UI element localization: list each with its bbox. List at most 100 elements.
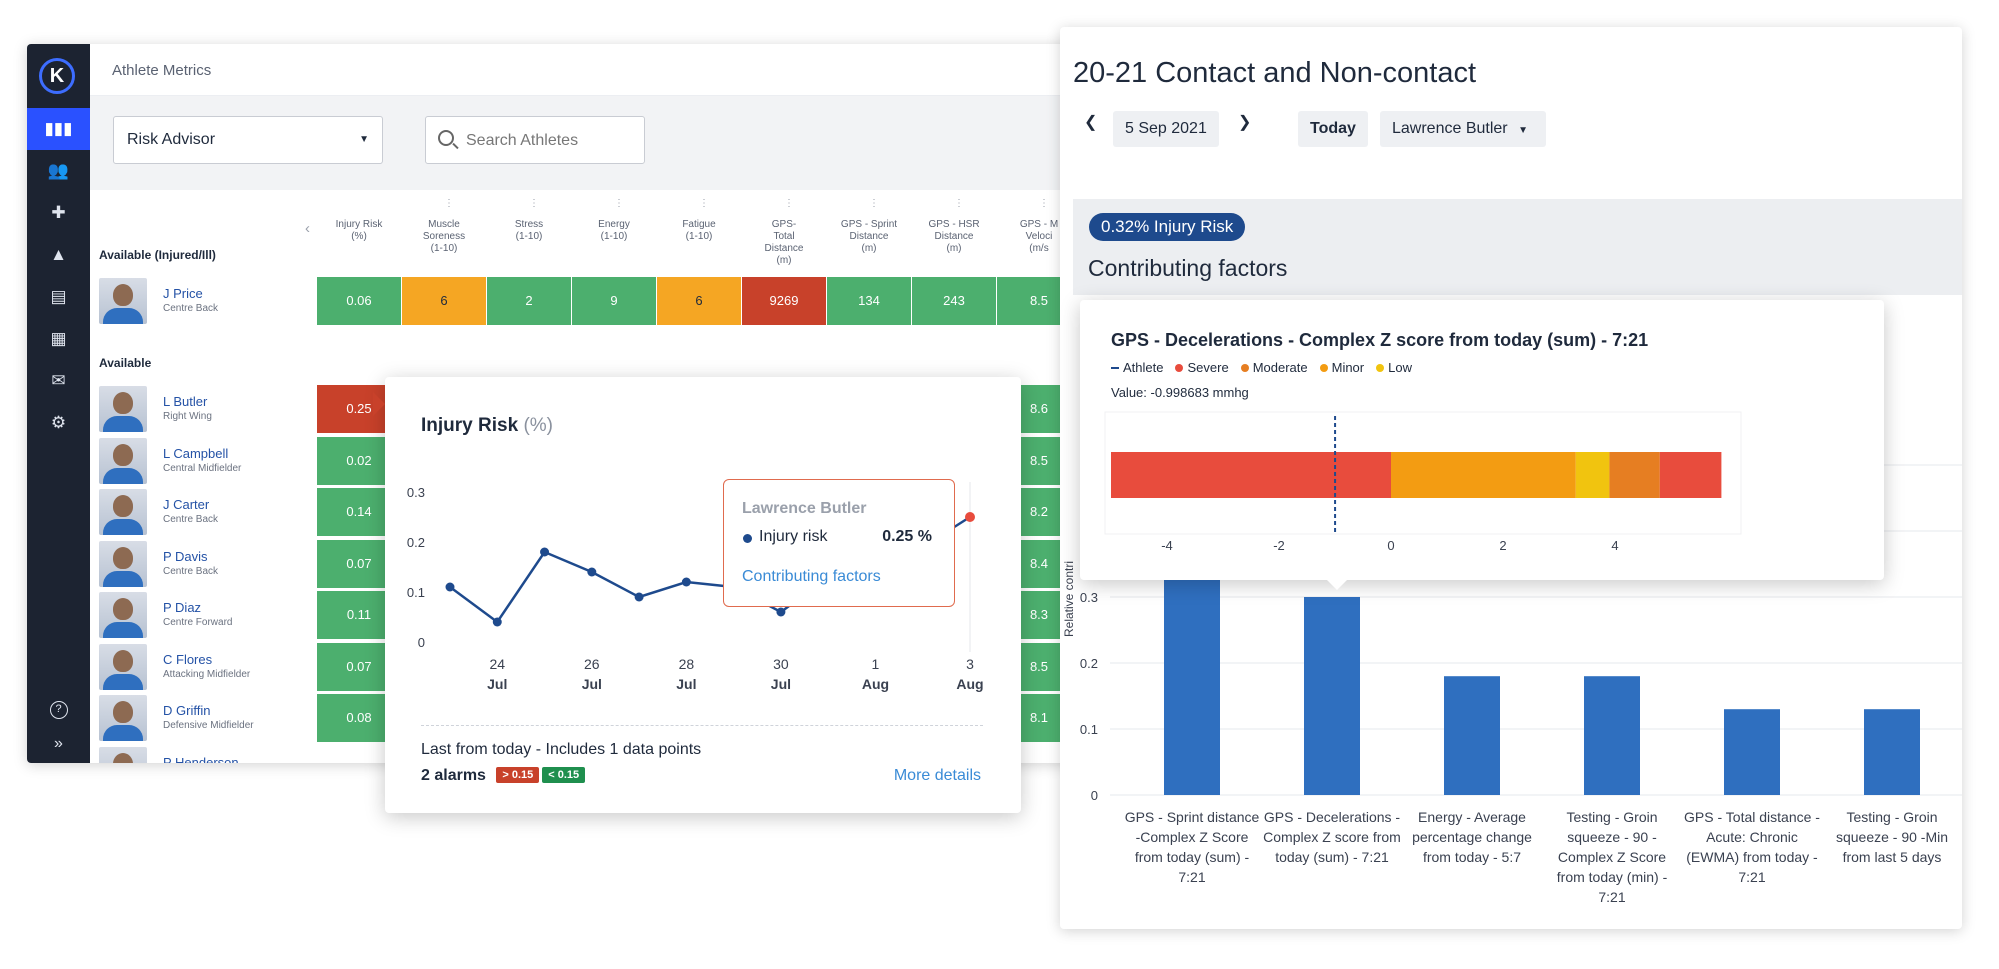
column-menu-icon[interactable]: ⋮: [614, 198, 624, 209]
collapse-nav-icon[interactable]: »: [54, 735, 63, 752]
athletes-icon[interactable]: 👥: [47, 161, 70, 180]
next-date-icon[interactable]: ❯: [1238, 114, 1252, 131]
athlete-info[interactable]: P Henderson: [99, 745, 344, 764]
column-header[interactable]: GPS - Sprint Distance (m): [827, 219, 911, 255]
section-injured-label: Available (Injured/Ill): [99, 248, 216, 262]
metric-cell[interactable]: 6: [402, 277, 486, 325]
athlete-name[interactable]: J Carter: [163, 497, 210, 512]
avatar-jersey: [103, 308, 143, 324]
athlete-info[interactable]: J Price Centre Back: [99, 276, 344, 326]
popover-pointer: [1325, 578, 1349, 590]
x-tick-month: Jul: [582, 676, 602, 692]
column-menu-icon[interactable]: ⋮: [444, 198, 454, 209]
metric-cell[interactable]: 0.06: [317, 277, 401, 325]
avatar: [99, 386, 147, 432]
metric-cell[interactable]: 9: [572, 277, 656, 325]
column-menu-icon[interactable]: ⋮: [784, 198, 794, 209]
athlete-info[interactable]: P Davis Centre Back: [99, 539, 344, 589]
athlete-name[interactable]: J Price: [163, 286, 203, 301]
metric-cell[interactable]: 243: [912, 277, 996, 325]
column-header[interactable]: Muscle Soreness (1-10): [402, 219, 486, 255]
column-menu-icon[interactable]: ⋮: [954, 198, 964, 209]
column-header[interactable]: GPS - M Veloci (m/s: [997, 219, 1081, 255]
x-tick-label: 2: [1499, 538, 1506, 553]
factor-bar: [1304, 597, 1360, 795]
athlete-name[interactable]: C Flores: [163, 651, 213, 667]
athlete-info[interactable]: L Campbell Central Midfielder: [99, 436, 344, 486]
x-tick-label: 4: [1611, 538, 1618, 553]
y-tick-label: 0.2: [1080, 656, 1098, 671]
athlete-position: Right Wing: [163, 411, 212, 422]
prev-date-icon[interactable]: ❮: [1084, 114, 1098, 131]
column-header[interactable]: GPS - HSR Distance (m): [912, 219, 996, 255]
filter-bar: Risk Advisor ▼ Search Athletes: [90, 96, 1087, 190]
legend-item: Low: [1376, 360, 1412, 375]
range-segment: [1659, 452, 1722, 498]
avatar-head: [113, 392, 133, 414]
x-tick-day: 24: [489, 656, 505, 672]
column-header[interactable]: Energy (1-10): [572, 219, 656, 243]
column-header-line: Veloci: [1025, 231, 1053, 242]
risk-advisor-select[interactable]: Risk Advisor ▼: [113, 116, 383, 164]
athlete-info[interactable]: J Carter Centre Back: [99, 487, 344, 537]
dashboard-icon[interactable]: ▮▮▮: [27, 108, 90, 150]
data-point: [634, 592, 644, 602]
injury-risk-badge: 0.32% Injury Risk: [1089, 213, 1246, 241]
drills-icon[interactable]: ▲: [50, 245, 67, 264]
metric-cell[interactable]: 9269: [742, 277, 826, 325]
y-tick-label: 0.1: [1080, 722, 1098, 737]
column-header-line: (1-10): [515, 231, 543, 242]
athlete-name[interactable]: L Campbell: [163, 445, 229, 461]
legend-label: Athlete: [1123, 360, 1164, 375]
athlete-select-value: Lawrence Butler: [1392, 120, 1508, 137]
column-header[interactable]: Injury Risk (%): [317, 219, 401, 243]
forms-icon[interactable]: ▤: [50, 287, 67, 306]
calendar-icon[interactable]: ▦: [50, 329, 67, 348]
scroll-left-icon[interactable]: ‹: [305, 220, 310, 237]
legend-swatch-icon: [1319, 364, 1328, 372]
column-header-line: (m/s: [1029, 243, 1049, 254]
athlete-name[interactable]: P Henderson: [163, 754, 239, 764]
legend-swatch-icon: [1111, 367, 1119, 369]
title-unit: (%): [523, 415, 553, 436]
column-header-line: Distance: [934, 231, 974, 242]
column-header-line: Soreness: [422, 231, 466, 242]
avatar-head: [113, 443, 133, 466]
settings-icon[interactable]: ⚙: [50, 413, 67, 432]
help-icon[interactable]: ?: [27, 699, 90, 719]
avatar-jersey: [103, 622, 143, 638]
decel-value: Value: -0.998683 mmhg: [1111, 385, 1249, 400]
column-header-line: GPS - HSR: [928, 219, 980, 230]
column-header[interactable]: Stress (1-10): [487, 219, 571, 243]
metric-cell[interactable]: 134: [827, 277, 911, 325]
athlete-name[interactable]: P Davis: [163, 548, 208, 564]
athlete-select[interactable]: Lawrence Butler ▼: [1380, 111, 1546, 147]
athlete-name[interactable]: L Butler: [163, 394, 208, 409]
more-details-link[interactable]: More details: [893, 767, 981, 784]
date-display[interactable]: 5 Sep 2021: [1113, 111, 1219, 147]
medical-icon[interactable]: ✚: [51, 203, 66, 222]
contributing-factors-link[interactable]: Contributing factors: [742, 568, 881, 585]
column-menu-icon[interactable]: ⋮: [699, 198, 709, 209]
column-menu-icon[interactable]: ⋮: [869, 198, 879, 209]
search-athletes-input[interactable]: Search Athletes: [425, 116, 645, 164]
x-category-label: GPS - Decelerations - Complex Z score fr…: [1263, 809, 1401, 865]
column-header-line: (1-10): [600, 231, 628, 242]
inbox-icon[interactable]: ✉: [51, 371, 66, 390]
column-header[interactable]: Fatigue (1-10): [657, 219, 741, 243]
column-menu-icon[interactable]: ⋮: [529, 198, 539, 209]
column-menu-icon[interactable]: ⋮: [1039, 198, 1049, 209]
athlete-name[interactable]: D Griffin: [163, 703, 211, 718]
app-logo[interactable]: K: [39, 58, 75, 94]
athlete-info[interactable]: P Diaz Centre Forward: [99, 590, 344, 640]
metric-cell[interactable]: 2: [487, 277, 571, 325]
metric-cell[interactable]: 6: [657, 277, 741, 325]
athlete-info[interactable]: C Flores Attacking Midfielder: [99, 642, 344, 692]
athlete-info[interactable]: D Griffin Defensive Midfielder: [99, 693, 344, 743]
factor-bar: [1584, 676, 1640, 795]
data-point: [540, 547, 550, 557]
today-button[interactable]: Today: [1298, 111, 1368, 147]
athlete-info[interactable]: L Butler Right Wing: [99, 384, 344, 434]
column-header[interactable]: GPS- Total Distance (m): [742, 219, 826, 267]
athlete-name[interactable]: P Diaz: [163, 600, 202, 615]
